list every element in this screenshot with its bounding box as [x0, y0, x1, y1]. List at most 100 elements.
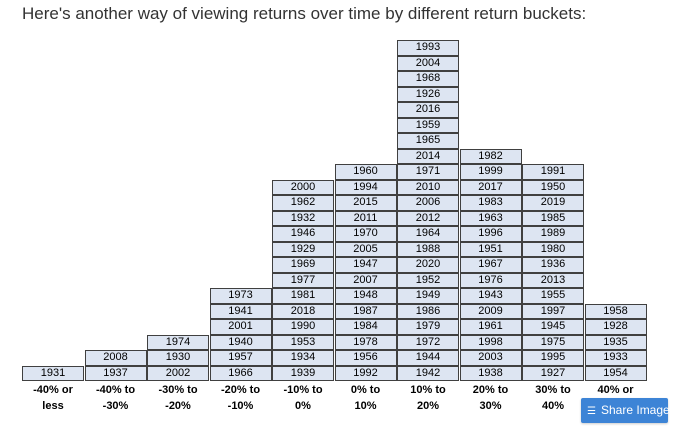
year-cell: 2006	[397, 195, 459, 211]
year-cell: 1993	[397, 40, 459, 56]
year-cell: 1942	[397, 365, 459, 381]
year-cell: 1932	[272, 210, 334, 226]
bucket-label: 0% to 10%	[335, 382, 397, 414]
year-cell: 1969	[272, 257, 334, 273]
year-cell: 1926	[397, 86, 459, 102]
share-image-button[interactable]: ☰ Share Image	[581, 398, 670, 423]
year-cell: 1960	[334, 164, 397, 180]
bucket-label-line1: 20% to	[472, 384, 509, 396]
bucket-label: 20% to 30%	[460, 382, 522, 414]
year-cell: 2015	[334, 195, 397, 211]
year-cell: 2005	[334, 241, 397, 257]
year-cell: 1943	[459, 288, 522, 304]
bucket-label-line1: 0% to	[350, 384, 381, 396]
year-cell: 1929	[272, 241, 334, 257]
year-cell: 1937	[84, 365, 147, 381]
year-cell: 1936	[522, 257, 584, 273]
share-image-label: Share Image	[601, 403, 670, 417]
year-cell: 1988	[397, 241, 459, 257]
year-cell: 2020	[397, 257, 459, 273]
year-cell: 1962	[272, 195, 334, 211]
year-cell: 2011	[334, 210, 397, 226]
year-cell: 2013	[522, 272, 584, 288]
year-cell: 1990	[272, 319, 334, 335]
year-cell: 1951	[459, 241, 522, 257]
year-cell: 2007	[334, 272, 397, 288]
bucket-label-line2: 30%	[479, 400, 502, 412]
year-cell: 1992	[334, 365, 397, 381]
year-cell: 1961	[459, 319, 522, 335]
year-cell: 1941	[209, 303, 272, 319]
year-cell: 1959	[397, 117, 459, 133]
year-cell: 1949	[397, 288, 459, 304]
year-cell: 1952	[397, 272, 459, 288]
year-cell: 1983	[459, 195, 522, 211]
year-cell: 1977	[272, 272, 334, 288]
year-cell: 2001	[209, 319, 272, 335]
layers-icon: ☰	[587, 406, 596, 417]
year-cell: 1939	[272, 365, 334, 381]
year-cell: 1956	[334, 350, 397, 366]
year-cell: 1938	[459, 365, 522, 381]
year-cell: 1953	[272, 334, 334, 350]
bucket-label-line2: 10%	[354, 400, 377, 412]
year-cell: 1940	[209, 334, 272, 350]
year-cell: 2017	[459, 179, 522, 195]
bucket-label-line2: 0%	[295, 400, 311, 412]
bucket-label: 30% to 40%	[522, 382, 584, 414]
year-cell: 2009	[459, 303, 522, 319]
bucket-label-line2: -20%	[165, 400, 191, 412]
bucket-label-line1: -10% to	[283, 384, 323, 396]
year-cell: 1994	[334, 179, 397, 195]
bucket-label-line2: -30%	[102, 400, 129, 412]
year-cell: 1970	[334, 226, 397, 242]
year-cell: 1944	[397, 350, 459, 366]
year-cell: 1933	[584, 350, 647, 366]
year-cell: 1975	[522, 334, 584, 350]
year-cell: 2014	[397, 148, 459, 164]
year-cell: 1973	[209, 288, 272, 304]
year-cell: 1927	[522, 365, 584, 381]
year-cell: 1950	[522, 179, 584, 195]
year-cell: 1976	[459, 272, 522, 288]
year-cell: 1995	[522, 350, 584, 366]
year-cell: 1979	[397, 319, 459, 335]
bucket-label: 10% to 20%	[397, 382, 459, 414]
year-cell: 1984	[334, 319, 397, 335]
bucket-label-line2: 20%	[416, 400, 440, 412]
year-cell: 1930	[147, 350, 209, 366]
year-cell: 1974	[147, 334, 209, 350]
bucket-label-line1: 30% to	[535, 384, 571, 396]
year-cell: 1965	[397, 133, 459, 149]
year-cell: 1964	[397, 226, 459, 242]
bucket-label-line2: less	[42, 400, 64, 412]
year-cell: 1947	[334, 257, 397, 273]
year-cell: 2016	[397, 102, 459, 118]
year-cell: 1987	[334, 303, 397, 319]
year-cell: 1968	[397, 71, 459, 87]
year-cell: 1934	[272, 350, 334, 366]
year-cell: 1989	[522, 226, 584, 242]
bucket-label: -30% to -20%	[147, 382, 209, 414]
year-cell: 1935	[584, 334, 647, 350]
bucket-label-line1: 40% or	[597, 384, 634, 396]
year-cell: 1963	[459, 210, 522, 226]
year-cell: 1971	[397, 164, 459, 180]
year-cell: 1980	[522, 241, 584, 257]
year-cell: 1931	[22, 365, 84, 381]
bucket-label: -10% to 0%	[272, 382, 334, 414]
year-cell: 1966	[209, 365, 272, 381]
year-cell: 1999	[459, 164, 522, 180]
bucket-label: -40% to -30%	[85, 382, 147, 414]
year-cell: 2003	[459, 350, 522, 366]
bucket-label-line1: -40% to	[95, 384, 136, 396]
year-cell: 1982	[459, 148, 522, 164]
year-cell: 1978	[334, 334, 397, 350]
bucket-label-line1: -20% to	[220, 384, 261, 396]
year-cell: 1945	[522, 319, 584, 335]
bucket-label-line1: 10% to	[410, 384, 446, 396]
year-cell: 1997	[522, 303, 584, 319]
bucket-label: -20% to -10%	[210, 382, 272, 414]
year-cell: 1954	[584, 365, 647, 381]
